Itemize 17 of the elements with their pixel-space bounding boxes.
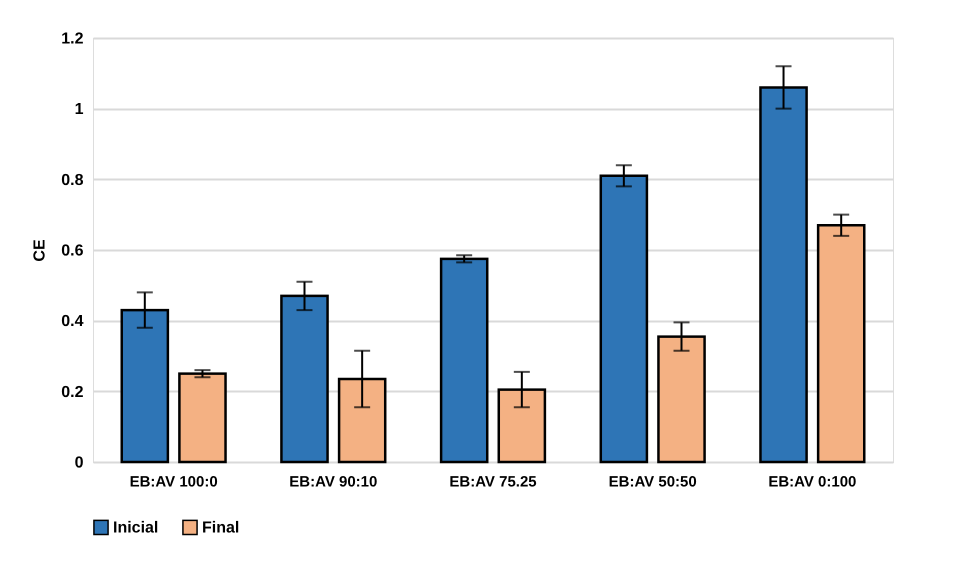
bar [440, 258, 488, 464]
y-axis-title: CE [31, 239, 48, 262]
y-tick-label: 0.2 [61, 384, 84, 401]
x-tick-label: EB:AV 0:100 [768, 474, 856, 490]
y-tick-label: 0.6 [61, 242, 84, 260]
y-tick-label: 0 [74, 454, 84, 472]
x-tick-label: EB:AV 90:10 [289, 474, 378, 490]
x-tick-label: EB:AV 100:0 [130, 474, 218, 490]
bar [178, 372, 227, 464]
x-tick-label: EB:AV 75.25 [449, 474, 537, 490]
y-tick-label: 1 [74, 101, 84, 118]
legend-label: Inicial [113, 519, 158, 536]
y-tick-label: 1.2 [61, 30, 84, 48]
legend-label: Final [202, 519, 240, 536]
x-tick-label: EB:AV 50:50 [608, 474, 697, 490]
y-tick-label: 0.8 [61, 172, 84, 189]
y-tick-label: 0.4 [61, 313, 84, 330]
